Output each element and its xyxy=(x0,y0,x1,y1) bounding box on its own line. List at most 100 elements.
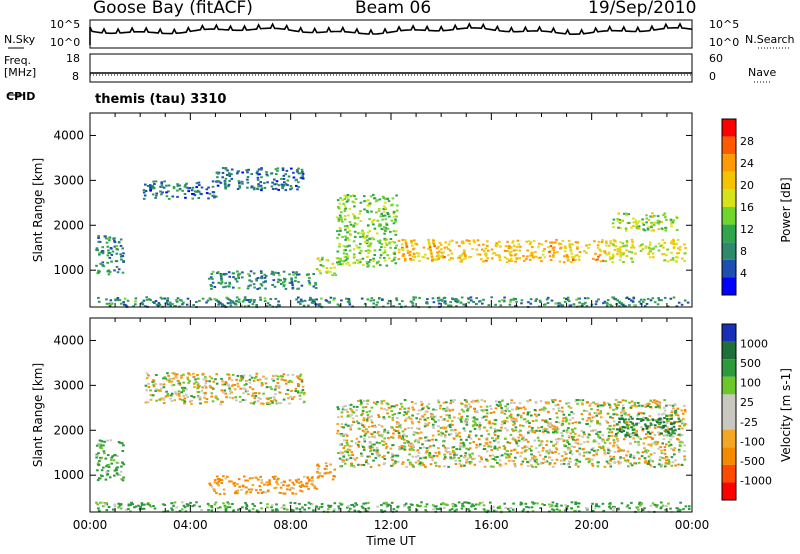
power-echo-cell xyxy=(510,260,513,262)
power-echo-cell xyxy=(561,304,565,307)
power-echo-cell xyxy=(348,229,351,232)
velocity-echo-cell xyxy=(511,418,514,421)
velocity-echo-cell xyxy=(200,389,204,392)
velocity-echo-cell xyxy=(581,399,585,402)
velocity-echo-cell xyxy=(188,373,191,376)
power-echo-cell xyxy=(224,187,227,190)
power-echo-cell xyxy=(192,304,195,306)
power-echo-cell xyxy=(378,297,381,299)
velocity-echo-cell xyxy=(230,385,234,388)
velocity-echo-cell xyxy=(594,429,597,432)
power-echo-cell xyxy=(384,238,388,241)
velocity-echo-cell xyxy=(635,433,638,436)
velocity-echo-cell xyxy=(284,382,288,385)
velocity-echo-cell xyxy=(533,413,537,416)
velocity-echo-cell xyxy=(493,427,497,430)
velocity-echo-cell xyxy=(431,459,434,462)
velocity-echo-cell xyxy=(210,377,214,380)
power-echo-cell xyxy=(498,255,501,257)
velocity-echo-cell xyxy=(383,454,386,457)
power-echo-cell xyxy=(514,298,517,300)
power-echo-cell xyxy=(569,248,572,251)
power-echo-cell xyxy=(649,215,653,218)
power-echo-cell xyxy=(389,230,392,233)
velocity-echo-cell xyxy=(614,404,618,407)
power-echo-region xyxy=(604,238,687,264)
velocity-echo-cell xyxy=(223,383,227,386)
power-echo-cell xyxy=(506,240,509,243)
velocity-echo-cell xyxy=(294,390,297,393)
velocity-echo-cell xyxy=(203,396,206,399)
velocity-echo-cell xyxy=(145,377,149,380)
power-echo-cell xyxy=(344,245,347,248)
power-echo-cell xyxy=(623,212,626,215)
velocity-echo-cell xyxy=(367,436,371,439)
velocity-echo-cell xyxy=(390,405,394,408)
velocity-echo-cell xyxy=(422,456,426,459)
power-echo-cell xyxy=(352,253,356,256)
velocity-echo-cell xyxy=(448,424,451,427)
velocity-echo-cell xyxy=(383,510,387,513)
velocity-echo-cell xyxy=(266,506,269,509)
velocity-echo-cell xyxy=(297,478,300,481)
velocity-echo-region xyxy=(615,417,681,437)
velocity-echo-cell xyxy=(591,429,595,432)
velocity-echo-cell xyxy=(583,409,586,412)
velocity-echo-cell xyxy=(451,457,454,460)
velocity-echo-cell xyxy=(182,381,185,384)
power-echo-cell xyxy=(116,271,120,274)
velocity-echo-cell xyxy=(644,449,648,452)
velocity-echo-cell xyxy=(539,507,542,510)
power-echo-cell xyxy=(325,299,329,302)
velocity-echo-cell xyxy=(111,455,114,458)
velocity-echo-cell xyxy=(495,400,498,403)
velocity-echo-cell xyxy=(338,457,342,460)
velocity-echo-cell xyxy=(315,487,319,490)
power-echo-cell xyxy=(566,296,570,299)
velocity-echo-cell xyxy=(506,441,510,444)
power-echo-cell xyxy=(337,205,340,208)
velocity-echo-cell xyxy=(618,418,622,421)
velocity-echo-cell xyxy=(552,431,555,434)
velocity-echo-cell xyxy=(398,445,402,448)
velocity-echo-cell xyxy=(439,404,442,407)
velocity-echo-cell xyxy=(605,420,608,423)
velocity-echo-cell xyxy=(192,396,196,399)
velocity-echo-cell xyxy=(649,436,653,439)
power-echo-cell xyxy=(278,274,281,277)
power-echo-cell xyxy=(347,198,350,201)
power-echo-cell xyxy=(641,218,644,221)
power-echo-cell xyxy=(320,258,324,261)
velocity-echo-cell xyxy=(541,462,545,465)
velocity-echo-cell xyxy=(443,418,446,421)
velocity-echo-cell xyxy=(578,510,581,513)
power-echo-cell xyxy=(292,171,295,174)
power-echo-cell xyxy=(368,202,372,205)
power-echo-cell xyxy=(98,253,101,256)
power-echo-cell xyxy=(567,239,571,242)
velocity-echo-cell xyxy=(664,428,668,431)
velocity-echo-cell xyxy=(451,450,455,452)
power-echo-cell xyxy=(518,257,521,260)
power-echo-cell xyxy=(264,280,267,283)
velocity-echo-cell xyxy=(261,383,264,386)
velocity-echo-cell xyxy=(532,455,536,458)
velocity-echo-cell xyxy=(464,406,468,409)
power-echo-cell xyxy=(176,189,179,192)
velocity-echo-cell xyxy=(646,402,650,405)
velocity-echo-cell xyxy=(276,378,280,381)
power-echo-cell xyxy=(353,222,357,225)
velocity-echo-cell xyxy=(232,482,235,485)
power-echo-cell xyxy=(382,226,386,229)
power-echo-cell xyxy=(672,296,676,299)
velocity-echo-cell xyxy=(97,443,100,446)
velocity-echo-cell xyxy=(537,451,541,454)
velocity-echo-cell xyxy=(382,399,386,402)
power-echo-cell xyxy=(338,245,341,248)
power-echo-cell xyxy=(652,224,656,226)
velocity-echo-cell xyxy=(492,457,496,460)
power-echo-cell xyxy=(346,255,350,258)
velocity-echo-cell xyxy=(607,412,610,415)
velocity-echo-cell xyxy=(430,412,433,415)
velocity-echo-cell xyxy=(394,454,397,457)
